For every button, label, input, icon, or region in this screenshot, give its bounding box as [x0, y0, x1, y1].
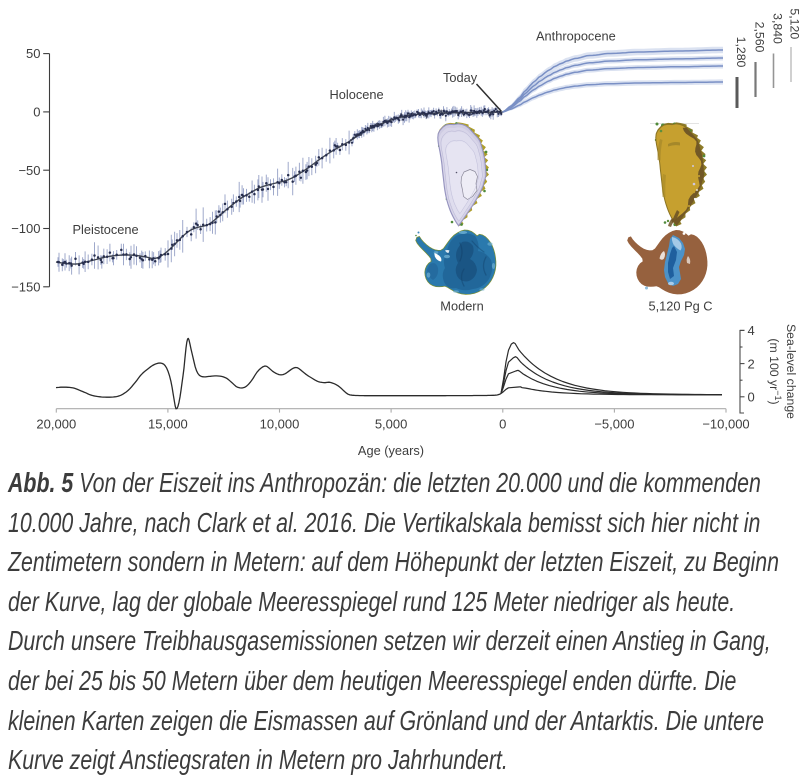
svg-text:5,120: 5,120	[788, 8, 802, 39]
svg-text:−150: −150	[11, 279, 40, 294]
svg-text:Pleistocene: Pleistocene	[73, 222, 139, 237]
svg-text:5,120 Pg C: 5,120 Pg C	[648, 299, 712, 314]
svg-text:Today: Today	[443, 70, 478, 85]
svg-text:Modern: Modern	[440, 299, 483, 314]
svg-text:0: 0	[499, 417, 506, 432]
svg-text:50: 50	[26, 46, 40, 61]
svg-text:(m 100 yr−1): (m 100 yr−1)	[767, 338, 783, 404]
svg-text:0: 0	[33, 105, 40, 120]
svg-text:4: 4	[748, 323, 755, 338]
svg-text:1,280: 1,280	[734, 37, 748, 68]
svg-text:2: 2	[748, 356, 755, 371]
svg-text:15,000: 15,000	[148, 417, 188, 432]
svg-text:20,000: 20,000	[36, 417, 76, 432]
svg-text:5,000: 5,000	[375, 417, 408, 432]
svg-text:3,840: 3,840	[771, 13, 785, 44]
svg-text:Sea-level change: Sea-level change	[784, 324, 798, 419]
svg-text:−50: −50	[18, 163, 40, 178]
svg-text:2,560: 2,560	[753, 22, 767, 53]
svg-text:−100: −100	[11, 221, 40, 236]
svg-text:Anthropocene: Anthropocene	[536, 29, 616, 44]
svg-text:0: 0	[748, 390, 755, 405]
svg-text:Holocene: Holocene	[330, 87, 384, 102]
svg-text:Age (years): Age (years)	[358, 443, 424, 458]
svg-text:10,000: 10,000	[260, 417, 300, 432]
svg-text:−5,000: −5,000	[594, 417, 634, 432]
svg-text:−10,000: −10,000	[702, 417, 749, 432]
